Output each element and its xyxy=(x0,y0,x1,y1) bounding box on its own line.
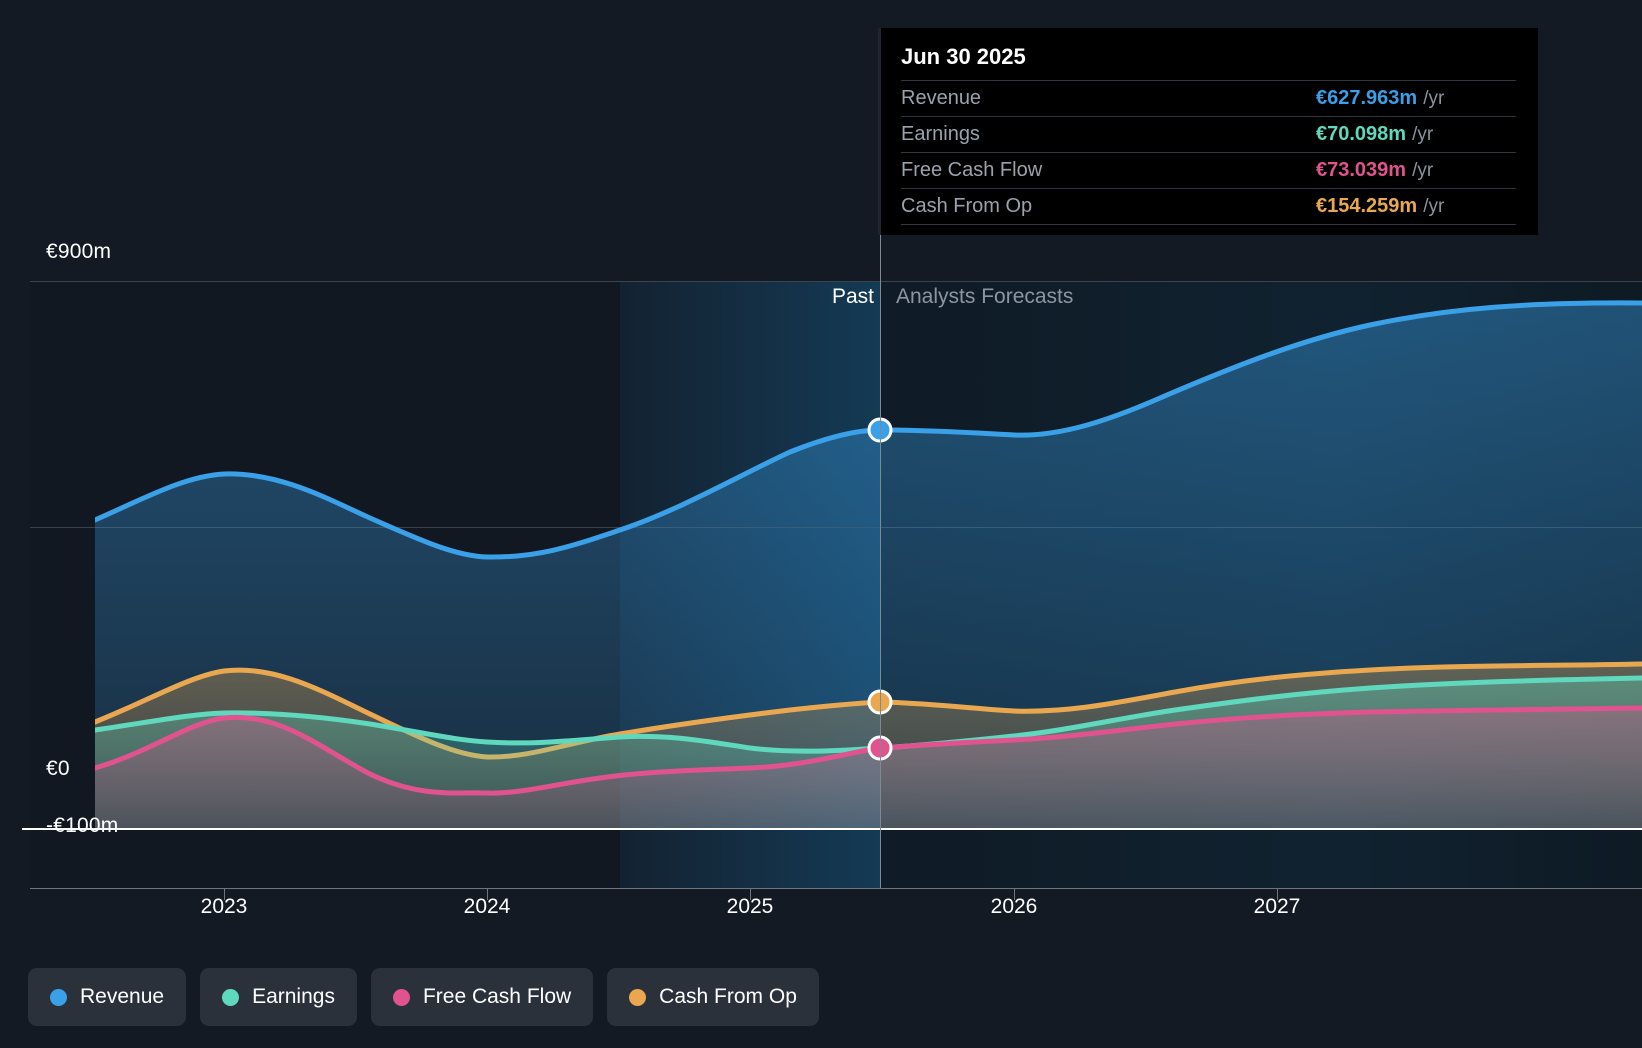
tooltip-row-cash-from-op: Cash From Op €154.259m/yr xyxy=(901,188,1516,225)
tooltip-label-revenue: Revenue xyxy=(901,87,982,109)
tooltip-label-free-cash-flow: Free Cash Flow xyxy=(901,159,1043,181)
series-line-revenue xyxy=(95,300,1642,560)
gridline-900m xyxy=(30,281,1642,282)
tooltip-value-cash-from-op: €154.259m xyxy=(1316,195,1418,217)
series-line-earnings xyxy=(95,675,1642,754)
y-axis-label-zero: €0 xyxy=(46,757,70,780)
x-axis-label-2026: 2026 xyxy=(990,895,1038,918)
tooltip-row-free-cash-flow: Free Cash Flow €73.039m/yr xyxy=(901,152,1516,188)
data-tooltip: Jun 30 2025 Revenue €627.963m/yr Earning… xyxy=(878,28,1538,235)
x-axis-label-2027: 2027 xyxy=(1253,895,1301,918)
tooltip-label-earnings: Earnings xyxy=(901,123,980,145)
x-axis-label-2025: 2025 xyxy=(726,895,774,918)
x-axis-label-2024: 2024 xyxy=(463,895,511,918)
legend-item-cash-from-op[interactable]: Cash From Op xyxy=(607,968,819,1026)
x-axis-tick-2026 xyxy=(1014,888,1015,900)
x-axis-tick-2025 xyxy=(750,888,751,900)
legend-item-earnings[interactable]: Earnings xyxy=(200,968,357,1026)
tooltip-value-free-cash-flow: €73.039m xyxy=(1316,159,1407,181)
legend-label-free-cash-flow: Free Cash Flow xyxy=(422,985,572,1008)
legend-dot-cash-from-op-icon xyxy=(629,988,647,1006)
tooltip-unit-free-cash-flow: /yr xyxy=(1412,160,1434,181)
x-axis-tick-2023 xyxy=(224,888,225,900)
tooltip-label-cash-from-op: Cash From Op xyxy=(901,195,1033,217)
legend-dot-earnings-icon xyxy=(222,988,240,1006)
x-axis-tick-2024 xyxy=(487,888,488,900)
tooltip-value-earnings: €70.098m xyxy=(1316,123,1407,145)
tooltip-row-earnings: Earnings €70.098m/yr xyxy=(901,116,1516,152)
forecast-divider xyxy=(880,28,881,888)
legend-item-revenue[interactable]: Revenue xyxy=(28,968,187,1026)
series-area-free-cash-flow xyxy=(95,708,1642,828)
tooltip-unit-revenue: /yr xyxy=(1423,88,1445,109)
zero-line xyxy=(22,828,1642,830)
legend-item-free-cash-flow[interactable]: Free Cash Flow xyxy=(370,968,594,1026)
tooltip-unit-cash-from-op: /yr xyxy=(1423,196,1445,217)
legend-label-cash-from-op: Cash From Op xyxy=(659,985,797,1008)
series-line-free-cash-flow xyxy=(95,705,1642,796)
legend-dot-free-cash-flow-icon xyxy=(392,988,410,1006)
legend-dot-revenue-icon xyxy=(50,988,67,1006)
tooltip-row-revenue: Revenue €627.963m/yr xyxy=(901,80,1516,116)
x-axis-label-2023: 2023 xyxy=(200,895,248,918)
tooltip-value-revenue: €627.963m xyxy=(1316,87,1418,109)
legend-label-earnings: Earnings xyxy=(252,985,335,1008)
legend-label-revenue: Revenue xyxy=(80,985,165,1008)
tooltip-unit-earnings: /yr xyxy=(1412,124,1434,145)
series-line-cash-from-op xyxy=(95,661,1642,760)
x-axis-tick-2027 xyxy=(1277,888,1278,900)
y-axis-label-900m: €900m xyxy=(46,240,112,263)
y-axis-label-neg100m: -€100m xyxy=(46,814,119,837)
forecast-label: Analysts Forecasts xyxy=(896,285,1074,308)
axis-baseline xyxy=(30,888,1642,889)
past-label: Past xyxy=(831,285,874,308)
tooltip-date: Jun 30 2025 xyxy=(901,44,1026,69)
chart-legend: Revenue Earnings Free Cash Flow Cash Fro… xyxy=(28,968,819,1026)
